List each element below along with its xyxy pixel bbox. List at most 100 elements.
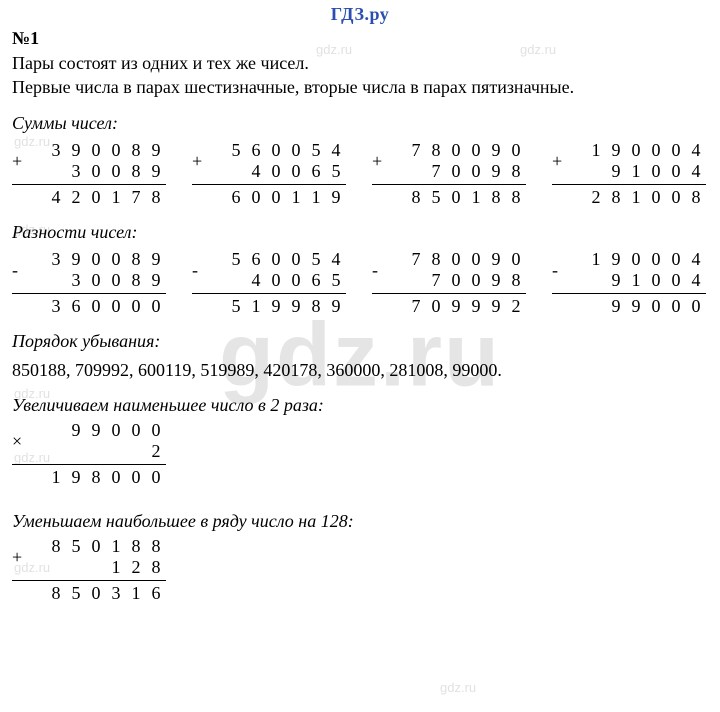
digit-cell: 4: [686, 161, 706, 182]
digit-cell: 0: [626, 140, 646, 161]
digit-cell: 5: [226, 140, 246, 161]
digit-cell: 8: [126, 270, 146, 291]
digit-cell: 1: [586, 140, 606, 161]
digit-cell: 8: [126, 140, 146, 161]
digit-cell: [46, 441, 66, 462]
digit-cell: 0: [86, 536, 106, 557]
digit-cell: 9: [446, 296, 466, 317]
digit-cell: [66, 441, 86, 462]
digit-cell: 9: [66, 420, 86, 441]
digit-cell: [126, 441, 146, 462]
digit-cell: 8: [506, 270, 526, 291]
digit-cell: 0: [646, 296, 666, 317]
digit-cell: 6: [246, 140, 266, 161]
digit-cell: [386, 161, 406, 182]
digit-cell: 0: [666, 161, 686, 182]
digit-cell: 0: [666, 296, 686, 317]
digit-cell: 5: [306, 249, 326, 270]
digit-cell: 0: [106, 467, 126, 488]
digit-cell: 0: [146, 296, 166, 317]
digit-cell: 3: [46, 249, 66, 270]
column-calc: × 99000 2 198000: [12, 420, 166, 488]
digit-cell: 3: [66, 270, 86, 291]
digit-cell: 0: [86, 249, 106, 270]
digit-cell: 0: [506, 249, 526, 270]
digit-cell: 0: [246, 187, 266, 208]
site-header: ГДЗ.ру: [12, 0, 708, 25]
digit-cell: [386, 270, 406, 291]
digit-cell: 6: [246, 249, 266, 270]
digit-cell: 0: [446, 270, 466, 291]
column-calc: - 190004 91004 99000: [552, 249, 706, 317]
digit-cell: 9: [146, 161, 166, 182]
digit-cell: 1: [106, 536, 126, 557]
digit-cell: 0: [266, 270, 286, 291]
column-calc: + 190004 91004 281008: [552, 140, 706, 208]
digit-cell: 8: [146, 187, 166, 208]
digit-cell: 8: [126, 161, 146, 182]
digit-cell: 8: [406, 187, 426, 208]
digit-cell: 9: [326, 187, 346, 208]
watermark-big: gdz.ru: [219, 305, 501, 408]
digit-cell: [86, 557, 106, 578]
add128-row: + 850188 128 850316: [12, 536, 708, 609]
diffs-label: Разности чисел:: [12, 222, 708, 243]
rule-line: [192, 184, 346, 185]
digit-cell: 5: [306, 140, 326, 161]
digit-cell: 0: [126, 420, 146, 441]
digit-cell: [566, 140, 586, 161]
digit-cell: 0: [126, 467, 146, 488]
digit-cell: 5: [326, 161, 346, 182]
digit-cell: [26, 249, 46, 270]
digit-cell: [206, 161, 226, 182]
column-calc: + 780090 70098 850188: [372, 140, 526, 208]
rule-line: [12, 580, 166, 581]
rule-line: [12, 464, 166, 465]
digit-cell: 1: [286, 187, 306, 208]
rule-line: [372, 293, 526, 294]
operator: +: [552, 151, 566, 182]
digit-cell: 0: [646, 187, 666, 208]
digit-cell: 0: [286, 161, 306, 182]
digit-cell: 7: [426, 270, 446, 291]
digit-cell: [566, 249, 586, 270]
digit-cell: [26, 296, 46, 317]
digit-cell: 0: [686, 296, 706, 317]
digit-cell: 4: [686, 249, 706, 270]
descending-label: Порядок убывания:: [12, 331, 708, 352]
digit-cell: 8: [126, 536, 146, 557]
digit-cell: [386, 249, 406, 270]
digit-cell: [386, 296, 406, 317]
digit-cell: 0: [106, 296, 126, 317]
digit-cell: [566, 270, 586, 291]
column-calc: - 560054 40065 519989: [192, 249, 346, 317]
digit-cell: [566, 187, 586, 208]
watermark-small: gdz.ru: [440, 680, 476, 695]
digit-cell: 0: [266, 161, 286, 182]
digit-cell: 0: [666, 187, 686, 208]
digit-cell: [386, 187, 406, 208]
rule-line: [192, 293, 346, 294]
add128-label: Уменьшаем наибольшее в ряду число на 128…: [12, 511, 708, 532]
digit-cell: 1: [466, 187, 486, 208]
problem-line1: Пары состоят из одних и тех же чисел.: [12, 52, 708, 75]
digit-cell: [586, 270, 606, 291]
digit-cell: 0: [466, 249, 486, 270]
double-row: × 99000 2 198000: [12, 420, 708, 493]
digit-cell: [206, 296, 226, 317]
digit-cell: 7: [406, 249, 426, 270]
digit-cell: 8: [86, 467, 106, 488]
digit-cell: 4: [246, 270, 266, 291]
digit-cell: 1: [306, 187, 326, 208]
digit-cell: 8: [46, 536, 66, 557]
operator: ×: [12, 431, 26, 462]
digit-cell: 3: [106, 583, 126, 604]
digit-cell: 6: [66, 296, 86, 317]
digit-cell: 4: [686, 140, 706, 161]
digit-cell: 8: [606, 187, 626, 208]
digit-cell: [46, 420, 66, 441]
digit-cell: 0: [666, 140, 686, 161]
digit-cell: 9: [86, 420, 106, 441]
digit-cell: [226, 270, 246, 291]
digit-cell: [86, 441, 106, 462]
